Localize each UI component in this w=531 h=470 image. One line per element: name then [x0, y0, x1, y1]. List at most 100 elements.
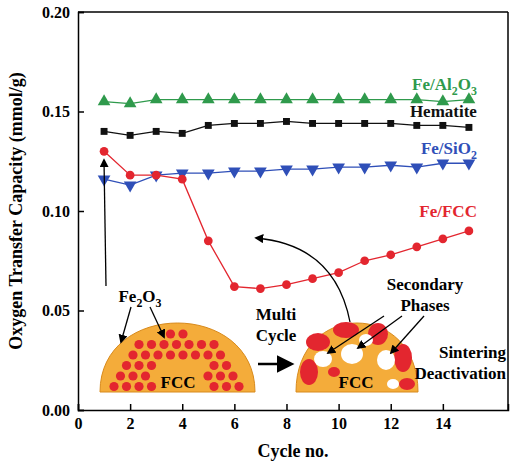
- fe2o3-particle: [134, 361, 143, 370]
- annotation-line: Sintering: [439, 343, 507, 362]
- series-marker: [150, 172, 163, 183]
- chart: 024681012140.000.050.100.150.20Cycle no.…: [0, 0, 531, 470]
- x-axis-line: [79, 404, 509, 411]
- series-marker: [202, 170, 215, 181]
- annotation: FCC: [339, 373, 374, 392]
- text-part: FCC: [161, 373, 196, 392]
- series-marker: [257, 120, 264, 127]
- series-marker: [254, 92, 267, 103]
- x-tick-label: 6: [231, 415, 239, 432]
- fe2o3-particle: [147, 382, 156, 391]
- series-marker: [361, 120, 368, 127]
- series-line: [104, 151, 469, 288]
- series-marker: [153, 128, 160, 135]
- series-marker: [127, 132, 134, 139]
- fe2o3-particle: [178, 350, 187, 359]
- series-marker: [228, 92, 241, 103]
- series-marker: [124, 96, 137, 107]
- series-marker: [332, 164, 345, 175]
- x-tick-mark: [286, 404, 288, 410]
- fe2o3-particle: [228, 371, 237, 380]
- text-part: Fe/Al: [412, 75, 452, 94]
- series-marker: [438, 234, 447, 243]
- y-tick-mark: [78, 310, 84, 312]
- x-tick-label: 14: [435, 415, 451, 432]
- fe2o3-particle: [109, 382, 118, 391]
- x-axis-title: Cycle no.: [258, 441, 329, 461]
- series-marker: [384, 162, 397, 173]
- annotation: FCC: [161, 373, 196, 392]
- arrow: [391, 316, 424, 353]
- fe2o3-particle: [234, 382, 243, 391]
- fe2o3-particle: [178, 329, 187, 338]
- series-marker: [100, 147, 109, 156]
- series-label: Fe/SiO2: [421, 139, 477, 162]
- series-marker: [256, 284, 265, 293]
- series-marker: [436, 160, 449, 171]
- fe2o3-particle: [147, 340, 156, 349]
- fe2o3-particle: [216, 350, 225, 359]
- series-marker: [231, 120, 238, 127]
- arrow: [150, 307, 164, 337]
- fe2o3-particle: [203, 371, 212, 380]
- y-tick-mark: [78, 211, 84, 213]
- text-part: O: [458, 75, 471, 94]
- fe2o3-particle: [191, 350, 200, 359]
- sintered-fe2o3: [306, 333, 330, 351]
- secondary-phase: [314, 351, 332, 367]
- fe2o3-particle: [153, 350, 162, 359]
- annotation-line: Multi: [256, 305, 297, 324]
- fe2o3-particle: [122, 361, 131, 370]
- arrow: [104, 160, 106, 286]
- x-tick-mark: [182, 404, 184, 410]
- series-marker: [254, 168, 267, 179]
- sintered-fe2o3: [394, 344, 412, 372]
- text-part: Fe: [118, 287, 136, 306]
- y-tick: 0.20: [42, 4, 84, 21]
- series-marker: [358, 164, 371, 175]
- series-marker: [150, 92, 163, 103]
- x-tick: 8: [283, 404, 291, 432]
- series-marker: [152, 171, 161, 180]
- series-marker: [308, 274, 317, 283]
- frame-top: [78, 11, 508, 13]
- x-tick: 2: [127, 404, 135, 432]
- secondary-phase: [387, 379, 399, 389]
- series-marker: [204, 236, 213, 245]
- x-tick: 14: [435, 404, 451, 432]
- x-tick-label: 12: [383, 415, 399, 432]
- annotation: Multi Cycle: [256, 305, 297, 345]
- fe2o3-particle: [197, 340, 206, 349]
- series-marker: [101, 128, 108, 135]
- plot-marks: [98, 92, 476, 293]
- arrow: [121, 307, 131, 342]
- series-marker: [176, 92, 189, 103]
- fe2o3-particle: [209, 382, 218, 391]
- series-marker: [386, 250, 395, 259]
- secondary-phase: [377, 350, 395, 370]
- y-tick-mark: [78, 410, 84, 412]
- subscript: 3: [156, 296, 162, 310]
- series-marker: [358, 92, 371, 103]
- series-marker: [439, 122, 446, 129]
- series-label: Fe/Al2O3: [412, 75, 477, 98]
- x-tick-mark: [234, 404, 236, 410]
- series-marker: [98, 94, 111, 105]
- fe2o3-particle: [116, 371, 125, 380]
- series-marker: [387, 120, 394, 127]
- fe2o3-particle: [166, 350, 175, 359]
- annotation-line: Secondary: [387, 275, 464, 294]
- x-tick-label: 2: [127, 415, 135, 432]
- fe2o3-particle: [209, 340, 218, 349]
- series-marker: [465, 124, 472, 131]
- y-tick: 0.15: [42, 103, 84, 120]
- annotation-line: Cycle: [256, 326, 297, 345]
- frame-right: [507, 12, 509, 410]
- x-tick-mark: [390, 404, 392, 410]
- text-part: Fe/FCC: [419, 202, 477, 221]
- y-axis: 0.000.050.100.150.20: [42, 4, 84, 419]
- subscript: 3: [471, 84, 477, 98]
- arrow: [358, 316, 402, 348]
- y-axis-line: [79, 13, 85, 411]
- series-marker: [413, 122, 420, 129]
